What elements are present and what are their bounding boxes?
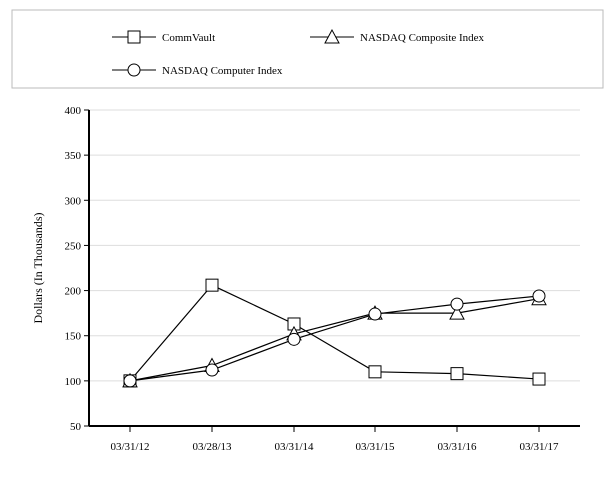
x-tick-label: 03/31/17 [519,441,559,453]
triangle-marker [449,305,465,320]
y-tick-label: 300 [65,195,82,207]
y-tick-label: 250 [65,240,82,252]
legend-label: NASDAQ Composite Index [360,32,485,44]
axes: 50 100 150 200 250 300 350 400 03/31/12 03/28/13 0… [65,105,580,453]
circle-marker [287,332,301,346]
legend-item: CommVault [112,30,215,44]
legend-label: CommVault [162,32,215,44]
series-circle [123,289,546,388]
y-tick-label: 100 [65,376,82,388]
triangle-marker [324,28,340,44]
circle-marker [123,374,137,388]
square-marker [205,278,219,292]
x-tick-label: 03/28/13 [192,441,232,453]
legend-label: NASDAQ Computer Index [162,65,283,77]
y-tick-label: 150 [65,331,82,343]
circle-marker [205,363,219,377]
series-line [129,284,540,382]
x-tick-label: 03/31/16 [437,441,477,453]
series-line [129,295,540,382]
legend-item: NASDAQ Composite Index [310,28,485,44]
x-tick-label: 03/31/12 [110,441,149,453]
x-tick-label: 03/31/15 [355,441,395,453]
square-marker [368,365,382,379]
circle-marker [450,297,464,311]
circle-marker [368,307,382,321]
y-tick-label: 350 [65,150,82,162]
y-tick-label: 200 [65,286,82,298]
series-group [122,278,547,388]
circle-marker [532,289,546,303]
y-tick-label: 50 [70,421,82,433]
x-tick-label: 03/31/14 [274,441,314,453]
square-marker [450,367,464,381]
circle-marker [127,63,141,77]
legend-box [11,9,604,89]
square-marker [532,372,546,386]
series-line [129,298,540,382]
y-axis-label: Dollars (In Thousands) [31,212,45,323]
y-tick-label: 400 [65,105,82,117]
legend-item: NASDAQ Computer Index [112,63,283,77]
series-triangle [122,290,547,388]
square-marker [127,30,141,44]
gridlines [89,109,580,382]
legend: CommVault NASDAQ Composite Index NASDAQ Co… [112,28,485,77]
